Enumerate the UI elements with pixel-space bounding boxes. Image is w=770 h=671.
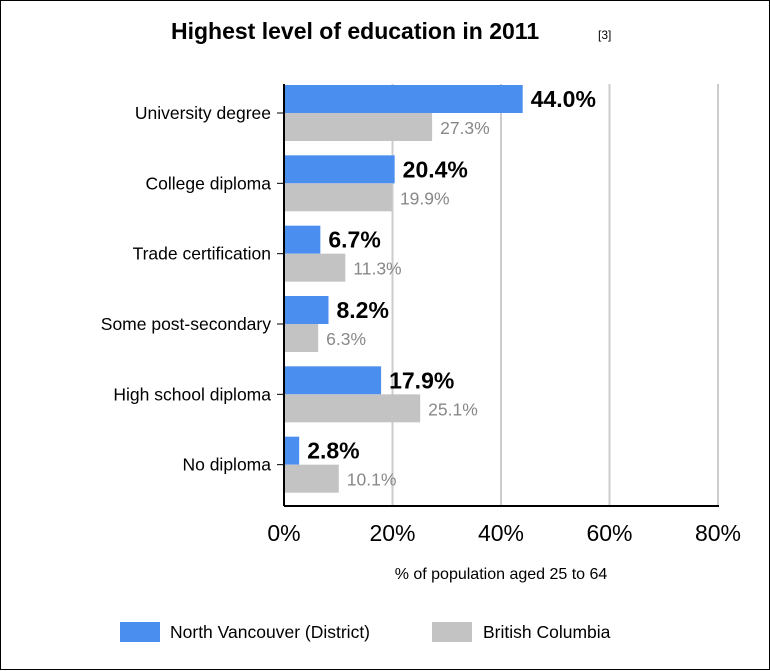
data-label-british-columbia: 11.3%: [353, 259, 401, 279]
bar-north-vancouver: [284, 85, 523, 113]
data-label-north-vancouver: 6.7%: [328, 227, 380, 253]
bar-british-columbia: [284, 253, 346, 282]
category-label: Some post-secondary: [101, 314, 271, 334]
bar-british-columbia: [284, 324, 319, 352]
x-tick-label: 80%: [695, 520, 741, 546]
data-label-north-vancouver: 8.2%: [336, 297, 388, 323]
bar-north-vancouver: [284, 296, 329, 324]
labels: 44.0% 27.3% University degree 20.4% 19.9% Col…: [101, 86, 741, 546]
x-tick-label: 40%: [478, 520, 524, 546]
data-label-british-columbia: 19.9%: [400, 188, 450, 208]
legend: North Vancouver (District) British Columb…: [120, 622, 611, 642]
bar-north-vancouver: [284, 366, 382, 395]
axes: [277, 84, 719, 507]
bar-british-columbia: [284, 394, 421, 423]
data-label-british-columbia: 10.1%: [347, 470, 397, 490]
data-label-british-columbia: 27.3%: [440, 118, 490, 138]
category-label: No diploma: [182, 455, 271, 475]
category-label: High school diploma: [113, 384, 271, 404]
data-label-north-vancouver: 44.0%: [531, 86, 596, 112]
legend-swatch-north-vancouver: [120, 622, 160, 642]
data-label-north-vancouver: 17.9%: [389, 367, 454, 393]
bar-north-vancouver: [284, 225, 321, 254]
category-label: University degree: [135, 103, 271, 123]
data-label-north-vancouver: 2.8%: [307, 438, 359, 464]
x-tick-label: 20%: [369, 520, 415, 546]
bar-british-columbia: [284, 113, 433, 141]
data-label-british-columbia: 25.1%: [428, 399, 478, 419]
legend-label-north-vancouver: North Vancouver (District): [170, 622, 370, 642]
gridlines: [391, 84, 719, 506]
bars: [284, 85, 523, 493]
data-label-british-columbia: 6.3%: [326, 329, 366, 349]
chart-title: Highest level of education in 2011: [171, 18, 539, 44]
bar-north-vancouver: [284, 436, 300, 465]
bar-british-columbia: [284, 464, 339, 493]
legend-label-british-columbia: British Columbia: [483, 622, 611, 642]
bar-north-vancouver: [284, 155, 395, 184]
x-tick-label: 0%: [267, 520, 300, 546]
category-label: College diploma: [146, 173, 272, 193]
bar-british-columbia: [284, 183, 392, 212]
chart-title-reference: [3]: [598, 28, 611, 42]
data-label-north-vancouver: 20.4%: [403, 156, 468, 182]
category-label: Trade certification: [133, 244, 271, 264]
legend-swatch-british-columbia: [432, 622, 472, 642]
x-axis-label: % of population aged 25 to 64: [395, 566, 608, 583]
x-tick-label: 60%: [586, 520, 632, 546]
